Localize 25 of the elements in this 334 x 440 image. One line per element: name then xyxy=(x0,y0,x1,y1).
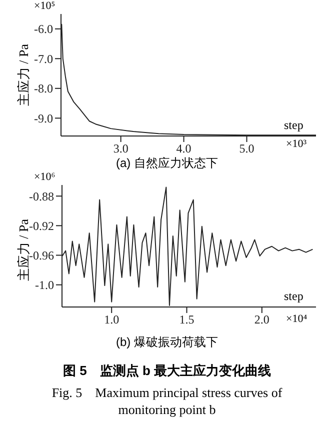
y-tick-label: -9.0 xyxy=(34,111,53,126)
text: (a) 自然应力状态下 xyxy=(115,155,219,172)
y-tick-label: -0.92 xyxy=(29,218,54,233)
y-tick-label: -8.0 xyxy=(34,82,53,96)
caption: 图 5 监测点 b 最大主应力变化曲线 xyxy=(62,362,272,379)
y-axis-title: 主应力 / Pa xyxy=(15,44,32,106)
x-tick-label: 1.0 xyxy=(104,312,120,327)
x-axis-title: step xyxy=(284,289,304,304)
text: ×10⁵ xyxy=(34,0,56,13)
y-tick-label: -6.0 xyxy=(34,22,53,36)
x-tick-label: 4.0 xyxy=(176,142,192,156)
text: ×10⁶ xyxy=(34,171,56,184)
text: (b) 爆破振动荷载下 xyxy=(115,334,219,351)
y-tick-label: -0.96 xyxy=(29,248,54,262)
x-tick-label: 2.0 xyxy=(254,312,270,327)
text: ×10⁴ xyxy=(286,313,308,325)
text: ×10³ xyxy=(286,138,307,150)
y-tick-label: -1.0 xyxy=(35,278,54,292)
y-tick-label: -0.88 xyxy=(29,189,54,204)
x-tick-label: 5.0 xyxy=(239,142,254,156)
caption: Fig. 5 Maximum principal stress curves of monitoring point b xyxy=(50,384,284,418)
x-tick-label: 3.0 xyxy=(113,142,128,156)
y-tick-label: -7.0 xyxy=(34,52,53,66)
x-tick-label: 1.5 xyxy=(179,312,194,327)
x-axis-title: step xyxy=(284,118,304,133)
